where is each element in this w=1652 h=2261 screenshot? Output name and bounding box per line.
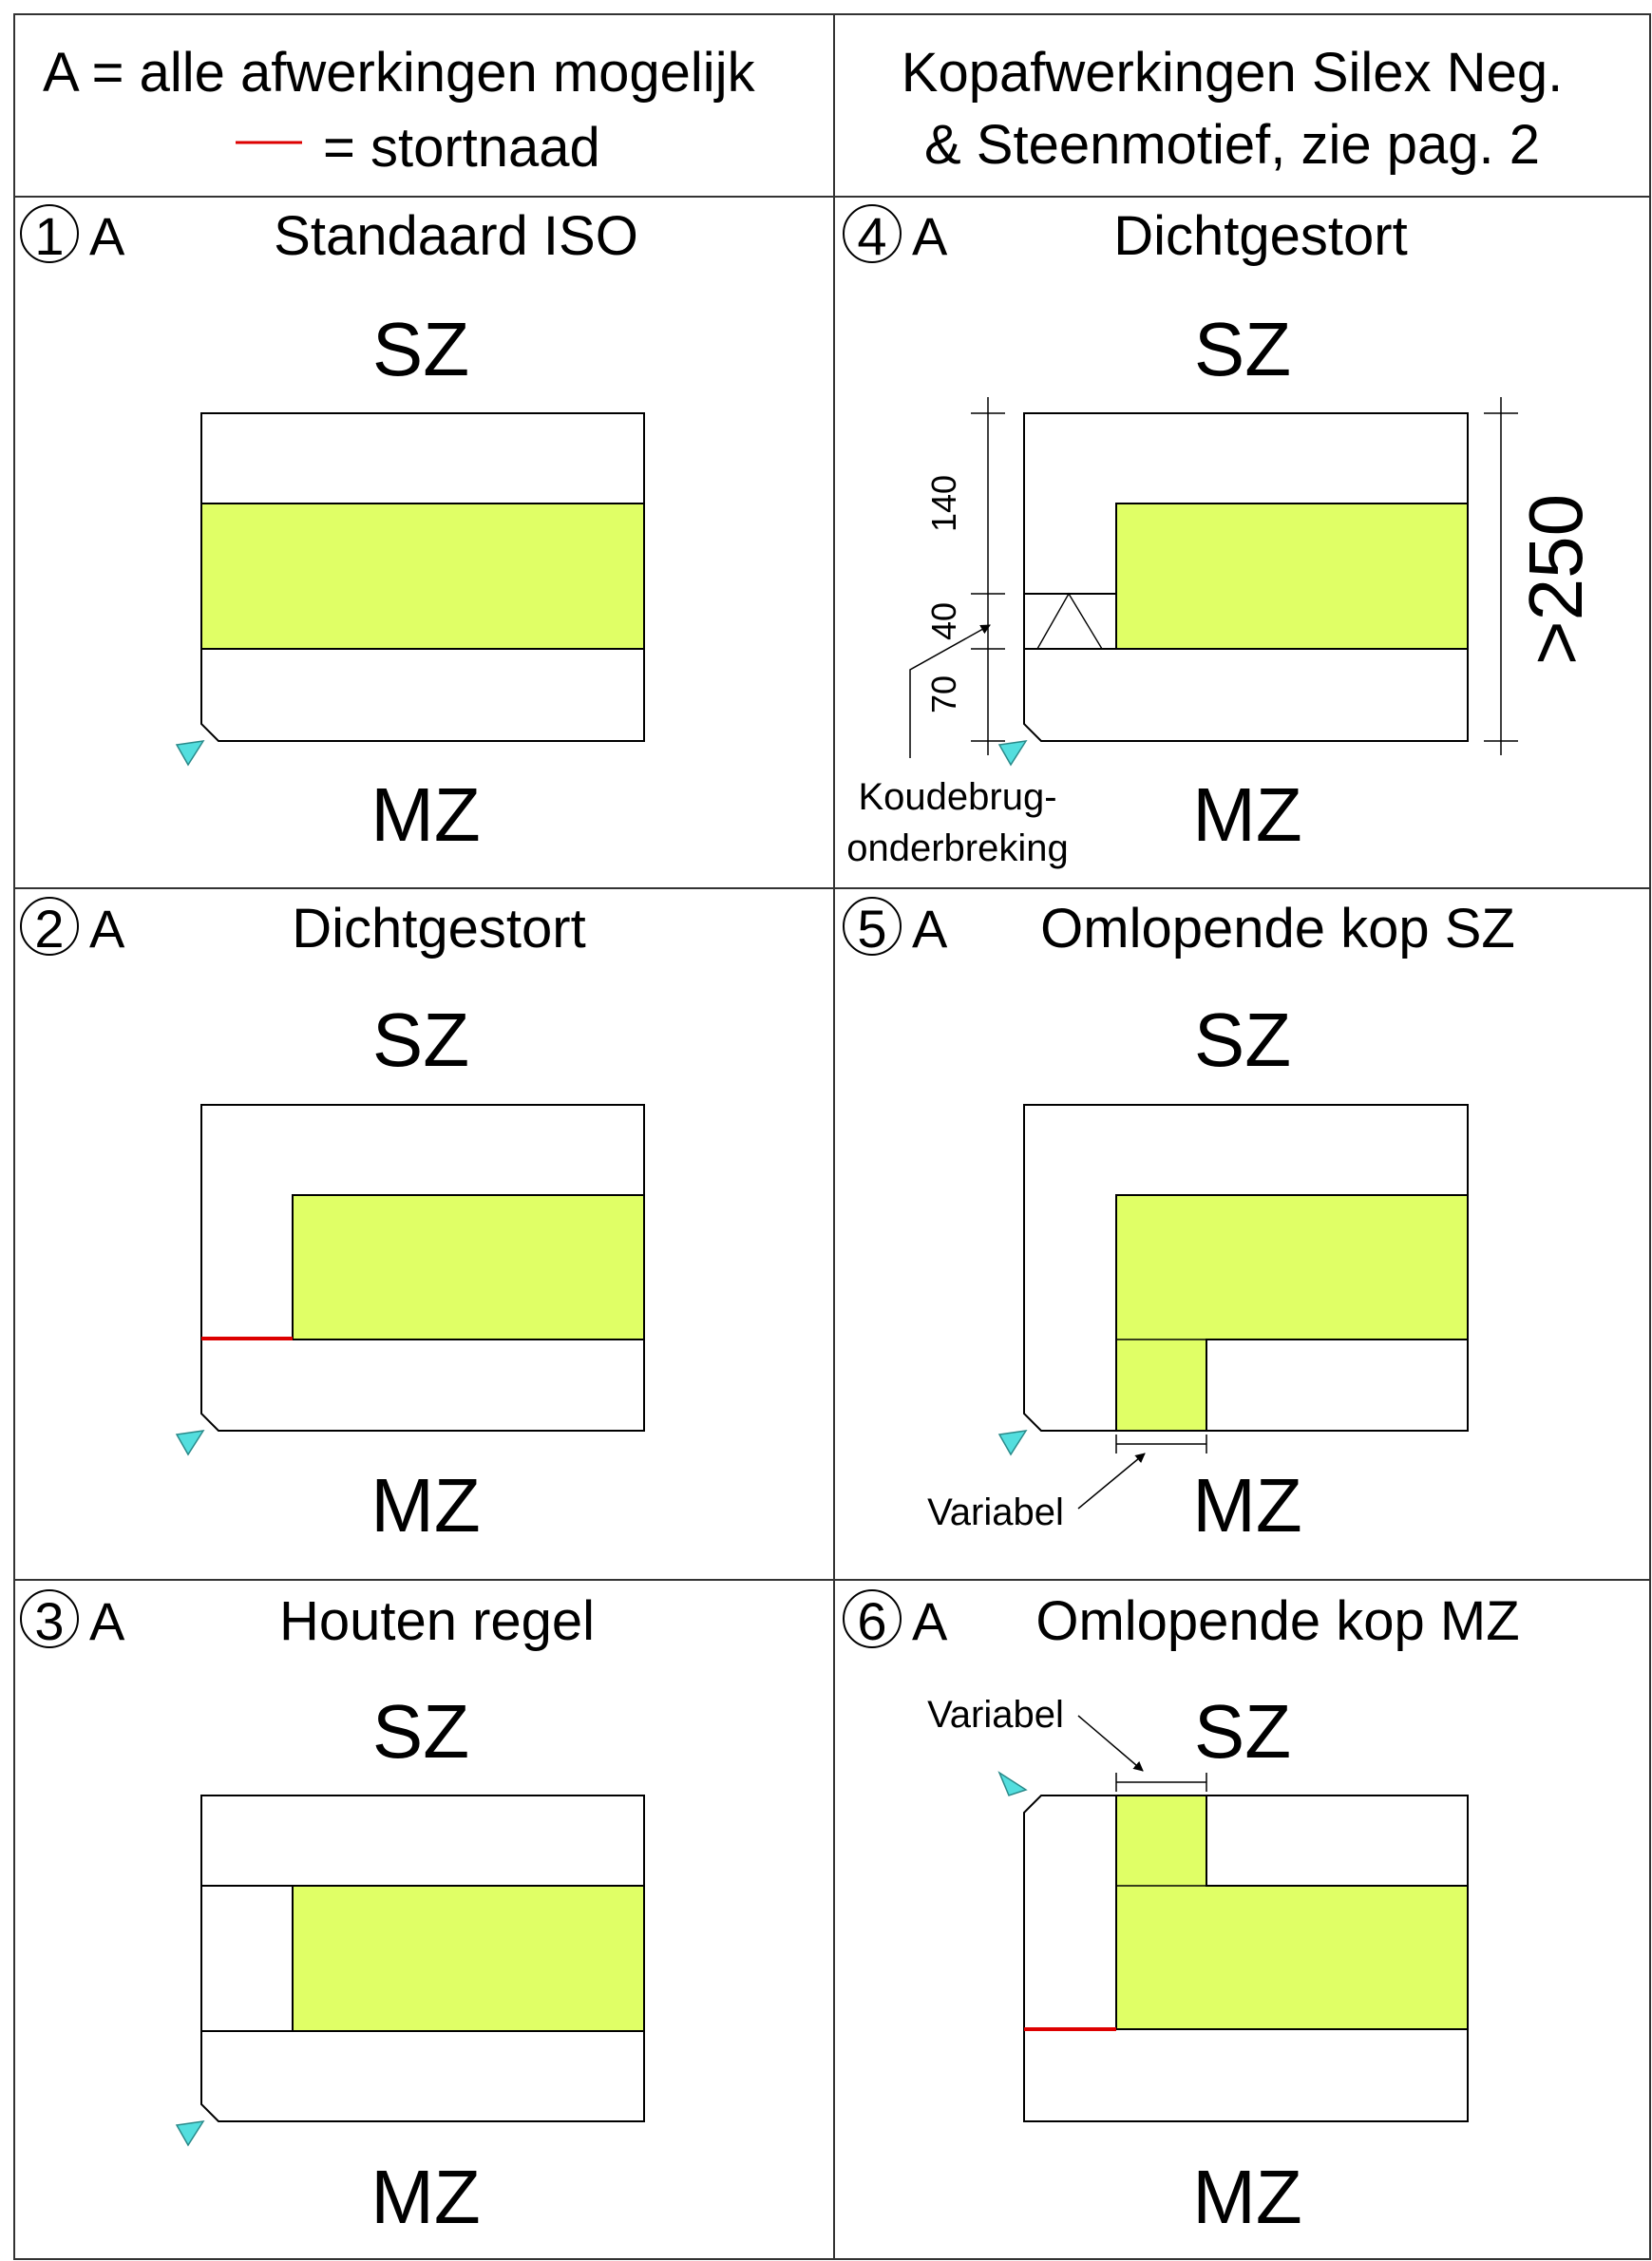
panel-3-houten-regel: 3 A Houten regel SZ MZ xyxy=(20,1589,645,2239)
callout-variabel: Variabel xyxy=(927,1694,1064,1736)
label-sz: SZ xyxy=(1194,307,1291,391)
note-line-2: & Steenmotief, zie pag. 2 xyxy=(924,114,1540,176)
dimension-40: 40 xyxy=(924,602,963,640)
dimension-140: 140 xyxy=(924,475,963,532)
panel-title: Houten regel xyxy=(279,1590,595,1652)
variable-width-dimension xyxy=(1115,1773,1207,1792)
callout-line-1: Koudebrug- xyxy=(858,776,1056,818)
label-sz: SZ xyxy=(372,998,469,1082)
wooden-batten xyxy=(200,1885,294,2032)
insulation-layer xyxy=(1116,504,1468,649)
label-sz: SZ xyxy=(372,1689,469,1774)
header-legend: A = alle afwerkingen mogelijk = stortnaa… xyxy=(43,42,756,179)
label-sz: SZ xyxy=(372,307,469,391)
dimension-overall-right: >250 xyxy=(1484,397,1598,755)
panel-number-badge xyxy=(20,897,79,956)
panel-number-badge xyxy=(20,1589,79,1648)
panel-code: A xyxy=(912,206,948,266)
label-mz: MZ xyxy=(1192,2155,1302,2239)
table-grid xyxy=(13,13,1651,2260)
panel-title: Omlopende kop MZ xyxy=(1035,1590,1519,1652)
panel-code: A xyxy=(89,206,125,266)
panel-number: 5 xyxy=(857,899,886,959)
thermal-break-hatch xyxy=(1036,592,1103,650)
label-mz: MZ xyxy=(370,772,481,857)
legend-line-2: = stortnaad xyxy=(323,117,600,179)
callout-leader xyxy=(1077,1453,1146,1510)
concrete-panel xyxy=(200,1795,645,2122)
dimension-70: 70 xyxy=(924,675,963,713)
callout-leader xyxy=(1077,1715,1144,1772)
marker-triangle xyxy=(997,1771,1028,1796)
panel-4-dichtgestort-kb: 4 A Dichtgestort SZ 140 40 70 >250 Koud xyxy=(843,204,1598,869)
panel-number-badge xyxy=(843,1589,902,1648)
panel-number: 2 xyxy=(34,899,64,959)
variable-width-dimension xyxy=(1115,1434,1207,1454)
concrete-panel xyxy=(1023,1795,1469,2122)
panel-title: Dichtgestort xyxy=(1113,205,1407,267)
marker-triangle xyxy=(997,740,1028,767)
panel-6-omlopende-kop-mz: 6 A Omlopende kop MZ SZ Variabel MZ xyxy=(843,1589,1520,2239)
panel-number: 4 xyxy=(857,206,886,266)
panel-2-dichtgestort: 2 A Dichtgestort SZ MZ xyxy=(20,897,645,1548)
insulation-layer xyxy=(293,1886,644,2031)
marker-triangle xyxy=(175,740,205,767)
panel-code: A xyxy=(89,899,125,959)
label-mz: MZ xyxy=(370,1463,481,1548)
insulation-layer xyxy=(1116,1796,1468,2029)
panel-number-badge xyxy=(20,204,79,263)
panel-number-badge xyxy=(843,204,902,263)
label-mz: MZ xyxy=(370,2155,481,2239)
header-note: Kopafwerkingen Silex Neg. & Steenmotief,… xyxy=(902,42,1563,176)
marker-triangle xyxy=(175,1430,205,1456)
insulation-layer xyxy=(201,504,644,649)
insulation-layer xyxy=(293,1195,644,1340)
label-mz: MZ xyxy=(1192,772,1302,857)
concrete-panel xyxy=(200,412,645,742)
callout-leader xyxy=(909,624,991,758)
dimension-overall: >250 xyxy=(1513,494,1598,665)
panel-code: A xyxy=(89,1591,125,1651)
panel-number: 1 xyxy=(34,206,64,266)
marker-triangle xyxy=(997,1430,1028,1456)
callout-line-2: onderbreking xyxy=(846,827,1069,869)
insulation-hatch xyxy=(200,503,645,650)
panel-code: A xyxy=(912,899,948,959)
label-sz: SZ xyxy=(1194,998,1291,1082)
panel-1-standaard-iso: 1 A Standaard ISO SZ MZ xyxy=(20,204,645,857)
panel-5-omlopende-kop-sz: 5 A Omlopende kop SZ SZ Variabel MZ xyxy=(843,897,1515,1548)
dimension-chain-left: 140 40 70 xyxy=(924,397,1005,755)
panel-title: Dichtgestort xyxy=(292,898,585,960)
insulation-layer xyxy=(1116,1195,1468,1431)
insulation-hatch xyxy=(1115,503,1469,650)
concrete-panel xyxy=(1023,1104,1469,1432)
label-sz: SZ xyxy=(1194,1689,1291,1774)
panel-number: 3 xyxy=(34,1591,64,1651)
callout-variabel: Variabel xyxy=(927,1492,1064,1533)
concrete-panel xyxy=(1023,412,1469,742)
panel-number-badge xyxy=(843,897,902,956)
legend-line-1: A = alle afwerkingen mogelijk xyxy=(43,42,756,104)
concrete-panel xyxy=(200,1104,645,1432)
label-mz: MZ xyxy=(1192,1463,1302,1548)
marker-triangle xyxy=(175,2120,205,2147)
panel-number: 6 xyxy=(857,1591,886,1651)
panel-title: Standaard ISO xyxy=(274,205,638,267)
insulation-hatch xyxy=(292,1194,645,1340)
panel-title: Omlopende kop SZ xyxy=(1040,898,1515,960)
panel-code: A xyxy=(912,1591,948,1651)
note-line-1: Kopafwerkingen Silex Neg. xyxy=(902,42,1563,104)
thermal-break-block xyxy=(1023,593,1117,650)
